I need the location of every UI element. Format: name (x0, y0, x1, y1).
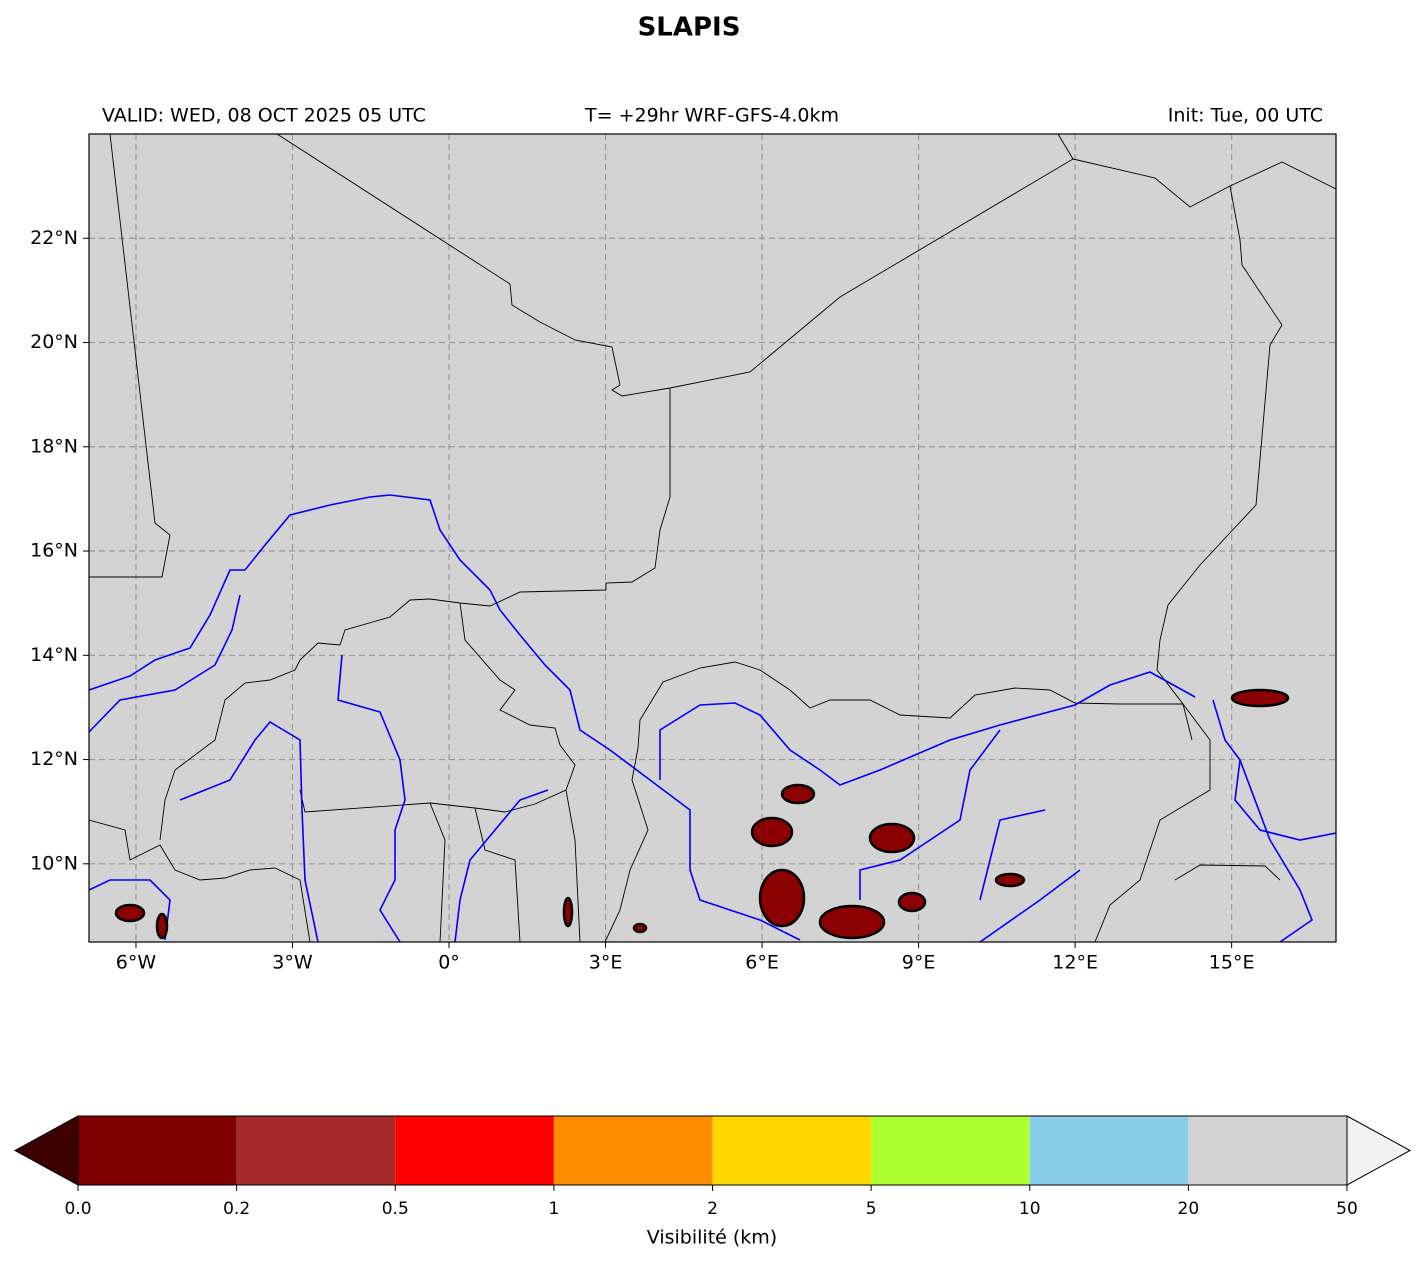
fog-area (994, 872, 1026, 888)
valid-time: VALID: WED, 08 OCT 2025 05 UTC (102, 105, 426, 127)
colorbar-tick-label: 50 (1336, 1199, 1358, 1219)
init-time: Init: Tue, 00 UTC (1168, 105, 1323, 127)
geography (89, 134, 1336, 942)
border (276, 134, 1074, 397)
colorbar-tick-label: 0.2 (223, 1199, 250, 1219)
border (89, 819, 1281, 942)
border (89, 134, 171, 578)
x-tick-label: 9°E (902, 952, 936, 974)
colorbar-tick-label: 2 (707, 1199, 718, 1219)
river (89, 789, 549, 942)
x-tick-label: 6°W (116, 952, 157, 974)
y-tick-label: 10°N (30, 852, 78, 874)
border (604, 747, 649, 942)
colorbar-tick-label: 5 (866, 1199, 877, 1219)
fog-area (780, 783, 816, 805)
river (859, 729, 1081, 942)
river (89, 494, 801, 941)
y-tick-label: 18°N (30, 435, 78, 457)
fog-area (758, 868, 806, 928)
map-frame (88, 133, 1337, 943)
y-tick-label: 14°N (30, 644, 78, 666)
river (1212, 699, 1336, 942)
x-tick-label: 3°E (589, 952, 623, 974)
border (429, 789, 581, 942)
y-tick-label: 22°N (30, 227, 78, 249)
colorbar-tick-label: 1 (548, 1199, 559, 1219)
title: SLAPIS (638, 13, 741, 43)
x-tick-label: 12°E (1052, 952, 1098, 974)
y-tick-label: 20°N (30, 331, 78, 353)
fog-area (114, 903, 146, 923)
colorbar-segment (236, 1116, 396, 1185)
fog-area (818, 904, 886, 940)
colorbar-tick-label: 0.0 (64, 1199, 91, 1219)
x-tick-label: 15°E (1209, 952, 1255, 974)
colorbar-segment (78, 1116, 237, 1185)
x-tick-label: 6°E (745, 952, 779, 974)
y-tick-label: 12°N (30, 748, 78, 770)
river (659, 671, 1196, 786)
fog-area (155, 912, 169, 940)
fog-areas (114, 688, 1290, 940)
border (299, 602, 576, 813)
lead-time: T= +29hr WRF-GFS-4.0km (584, 105, 839, 127)
colorbar-segment (1029, 1116, 1189, 1185)
colorbar-segment (871, 1116, 1030, 1185)
fog-area (897, 891, 927, 913)
colorbar-tick-label: 20 (1178, 1199, 1200, 1219)
x-tick-label: 3°W (272, 952, 313, 974)
x-tick-label: 0° (438, 952, 460, 974)
fog-area (1230, 688, 1290, 708)
y-tick-label: 16°N (30, 540, 78, 562)
colorbar-segment (1188, 1116, 1347, 1185)
colorbar-tick-label: 10 (1019, 1199, 1041, 1219)
colorbar-segment (395, 1116, 554, 1185)
border (1072, 158, 1336, 208)
border (637, 661, 1183, 749)
border (1156, 185, 1283, 741)
border (159, 388, 671, 841)
colorbar-label: Visibilité (km) (647, 1227, 777, 1249)
grid (89, 134, 1336, 942)
river (89, 594, 241, 733)
fog-area (868, 822, 916, 854)
colorbar-under (13, 1115, 79, 1186)
river (179, 654, 406, 942)
colorbar-segment (712, 1116, 872, 1185)
colorbar-over (1346, 1115, 1412, 1186)
fog-area (750, 816, 794, 848)
border (1094, 703, 1211, 942)
fog-area (632, 922, 648, 934)
colorbar-segment (553, 1116, 713, 1185)
map-background (89, 134, 1336, 942)
fog-area (562, 896, 574, 928)
colorbar-tick-label: 0.5 (382, 1199, 409, 1219)
